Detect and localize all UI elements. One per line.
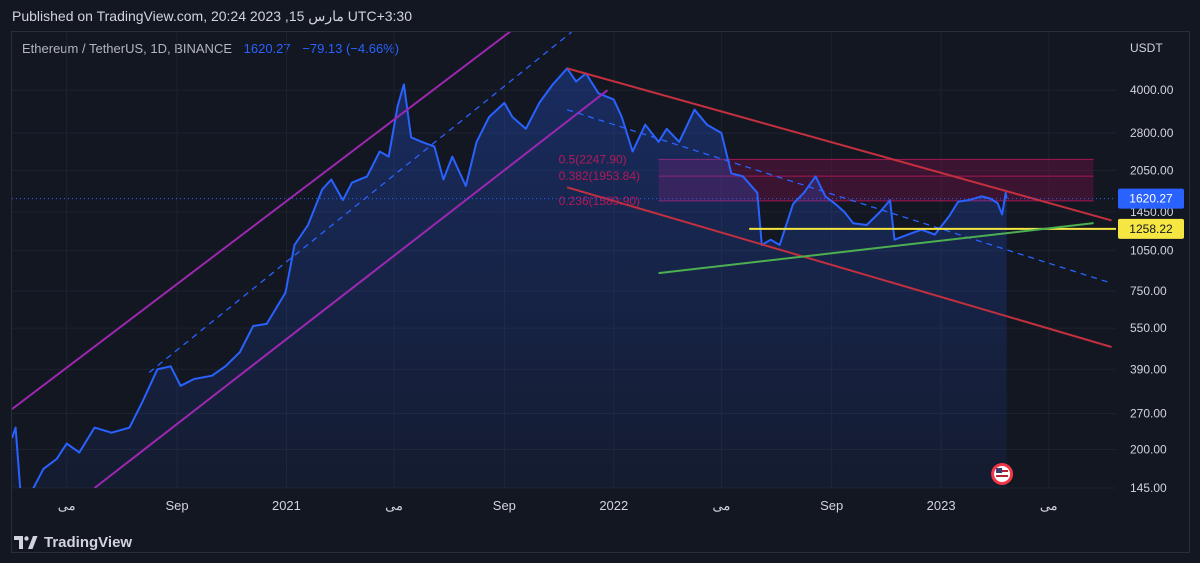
fib-label: 0.382(1953.84) xyxy=(559,169,640,183)
y-axis-unit: USDT xyxy=(1130,41,1163,55)
y-tick-label: 550.00 xyxy=(1130,321,1167,335)
channel-down-lower xyxy=(566,186,1112,348)
x-tick-label: مى xyxy=(385,498,403,513)
price-label-text: 1620.27 xyxy=(1129,192,1173,206)
y-tick-label: 390.00 xyxy=(1130,362,1167,376)
channel-up-mid xyxy=(148,32,573,373)
price-label-box xyxy=(1118,188,1184,209)
x-tick-label: 2022 xyxy=(599,498,628,513)
y-tick-label: 200.00 xyxy=(1130,442,1167,456)
y-tick-label: 145.00 xyxy=(1130,481,1167,495)
y-tick-label: 270.00 xyxy=(1130,406,1167,420)
y-tick-label: 1050.00 xyxy=(1130,244,1174,258)
price-labels: 1620.27 1258.22 xyxy=(1118,188,1184,239)
y-tick-label: 2050.00 xyxy=(1130,163,1174,177)
symbol-title: Ethereum / TetherUS, 1D, BINANCE xyxy=(22,41,233,56)
y-tick-label: 750.00 xyxy=(1130,284,1167,298)
published-caption: Published on TradingView.com, 20:24 2023… xyxy=(12,8,413,24)
x-tick-label: 2023 xyxy=(927,498,956,513)
price-change: −79.13 (−4.66%) xyxy=(302,41,400,56)
tradingview-logo-icon xyxy=(14,535,38,549)
channel-down-upper xyxy=(566,67,1112,222)
channel-down-mid xyxy=(566,109,1112,284)
symbol-legend[interactable]: Ethereum / TetherUS, 1D, BINANCE 1620.27… xyxy=(22,41,399,56)
fib-label: 0.5(2247.90) xyxy=(559,152,627,166)
price-label-box xyxy=(1118,218,1184,239)
channel-up-upper xyxy=(12,32,512,410)
time-axis[interactable]: مى Sep 2021 مى Sep 2022 مى Sep 2023 مى xyxy=(58,498,1058,513)
last-price: 1620.27 xyxy=(243,41,291,56)
x-tick-label: Sep xyxy=(165,498,188,513)
x-tick-label: مى xyxy=(58,498,76,513)
price-axis[interactable]: USDT4000.002800.002050.001450.001050.007… xyxy=(1130,41,1174,495)
chart-panel-frame xyxy=(11,31,1190,553)
x-tick-label: مى xyxy=(1040,498,1058,513)
rising-trendline xyxy=(658,222,1094,275)
us-flag-icon xyxy=(991,463,1014,485)
x-tick-label: Sep xyxy=(493,498,516,513)
x-tick-label: Sep xyxy=(820,498,843,513)
y-tick-label: 2800.00 xyxy=(1130,126,1174,140)
brand-name: TradingView xyxy=(44,534,133,551)
price-label-text: 1258.22 xyxy=(1129,222,1173,236)
channel-up-lower xyxy=(93,89,609,488)
x-tick-label: 2021 xyxy=(272,498,301,513)
plot-area: 0.5(2247.90) 0.382(1953.84) 0.236(1589.90) xyxy=(12,32,1116,488)
x-tick-label: مى xyxy=(712,498,730,513)
fib-label: 0.236(1589.90) xyxy=(559,194,640,208)
price-line xyxy=(12,67,1008,488)
y-tick-label: 4000.00 xyxy=(1130,83,1174,97)
tradingview-brand[interactable]: TradingView xyxy=(14,534,132,551)
price-area-fill xyxy=(12,68,1007,488)
